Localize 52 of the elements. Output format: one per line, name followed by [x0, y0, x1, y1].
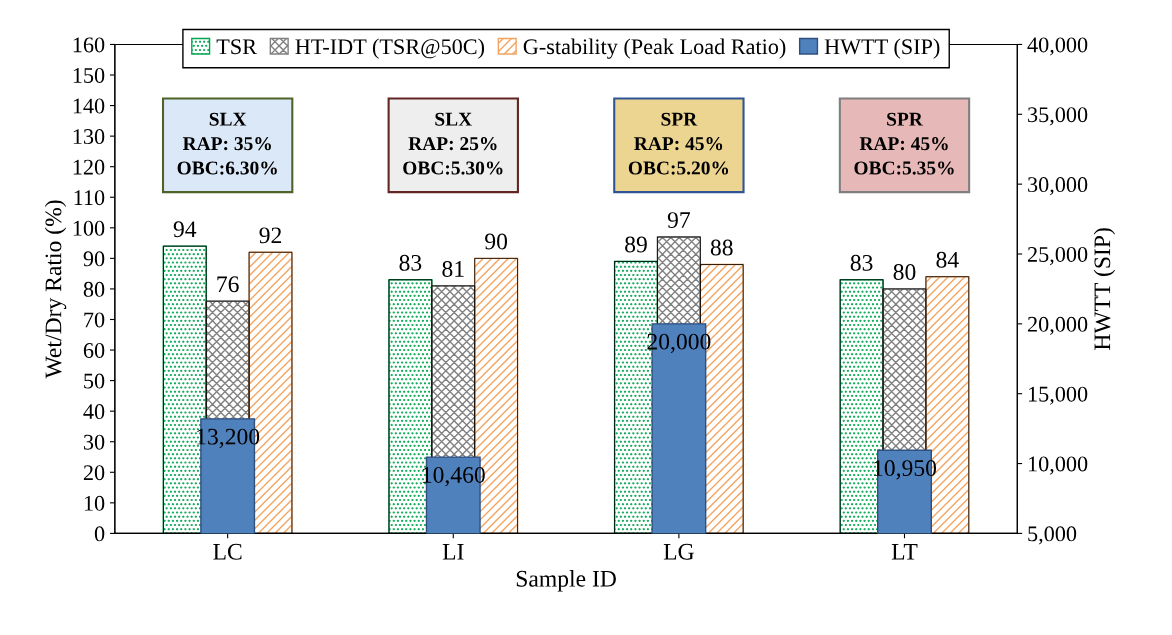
y2-tick-label: 15,000 — [1028, 386, 1088, 405]
y-tick-label: 10 — [84, 495, 105, 511]
x-tick-label: LC — [213, 543, 242, 560]
y2-tick-label: 5,000 — [1028, 526, 1077, 545]
y-axis-title: Wet/Dry Ratio (%) — [44, 200, 67, 379]
y2-tick-label: 35,000 — [1028, 107, 1088, 126]
y-tick-label: 80 — [83, 281, 105, 297]
y-tick-label: 50 — [84, 373, 105, 389]
annotation: SPR RAP: 45% OBC:5.20% — [628, 112, 729, 175]
y-tick-label: 40 — [83, 404, 105, 420]
y-tick-label: 90 — [83, 251, 105, 267]
y2-tick-label: 10,000 — [1028, 456, 1088, 475]
data-label: 97 — [667, 212, 691, 229]
annotation: SPR RAP: 45% OBC:5.35% — [854, 112, 954, 175]
y-tick-label: 70 — [84, 312, 105, 328]
y-tick-label: 20 — [83, 465, 105, 481]
y-tick-label: 60 — [83, 342, 105, 358]
x-tick-label: LI — [442, 544, 464, 560]
data-label: 88 — [710, 239, 733, 256]
data-label: 89 — [625, 236, 647, 253]
legend-label: TSR — [216, 39, 257, 55]
annotation: SLX RAP: 35% OBC:6.30% — [177, 112, 277, 175]
y-tick-label: 160 — [73, 37, 105, 53]
y-tick-label: 140 — [73, 98, 105, 114]
y-tick-label: 120 — [73, 159, 105, 175]
data-label: 80 — [893, 264, 916, 280]
y-tick-label: 130 — [73, 129, 105, 145]
annotation: SLX RAP: 25% OBC:5.30% — [403, 112, 503, 175]
x-axis-title: Sample ID — [516, 570, 616, 592]
x-tick-label: LT — [891, 544, 918, 560]
y-tick-label: 30 — [83, 434, 105, 450]
data-label: 94 — [173, 221, 197, 238]
y2-tick-label: 30,000 — [1028, 177, 1088, 196]
y-tick-label: 100 — [73, 220, 105, 236]
y-tick-label: 0 — [94, 526, 105, 542]
legend-label: HWTT (SIP) — [824, 38, 940, 59]
x-tick-label: LG — [663, 543, 694, 560]
y-tick-label: 150 — [73, 67, 105, 83]
y2-axis-title: HWTT (SIP) — [1093, 228, 1116, 350]
y-tick-label: 110 — [74, 190, 105, 206]
data-label: 83 — [399, 254, 422, 271]
y2-tick-label: 40,000 — [1027, 37, 1088, 56]
legend-label: HT-IDT (TSR@50C) — [295, 38, 485, 59]
data-label: 84 — [936, 251, 959, 268]
data-label: 83 — [850, 254, 873, 271]
data-label: 92 — [259, 227, 282, 244]
data-label: 81 — [442, 260, 464, 277]
data-label: 76 — [217, 276, 239, 293]
data-label: 90 — [485, 233, 508, 250]
y2-tick-label: 20,000 — [1027, 316, 1088, 335]
legend-label: G-stability (Peak Load Ratio) — [523, 38, 786, 59]
y2-tick-label: 25,000 — [1027, 246, 1088, 266]
